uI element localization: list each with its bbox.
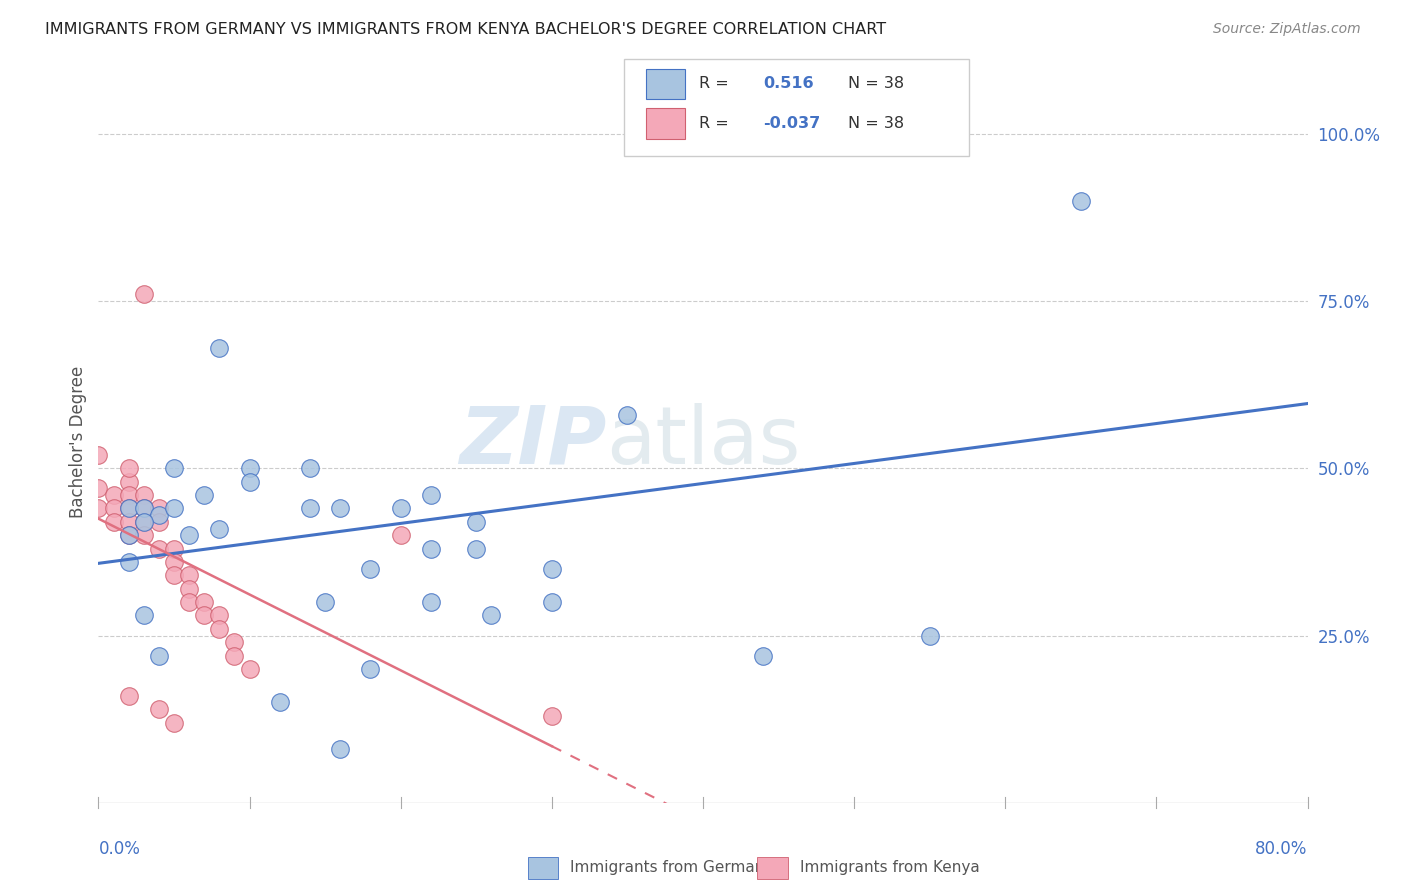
Point bbox=[208, 341, 231, 355]
Point bbox=[540, 595, 562, 609]
Point bbox=[118, 461, 141, 475]
Point bbox=[465, 541, 488, 556]
Point bbox=[224, 648, 246, 663]
Text: R =: R = bbox=[699, 116, 734, 131]
Point bbox=[148, 541, 170, 556]
Point bbox=[179, 582, 201, 596]
Point bbox=[118, 501, 141, 516]
Point bbox=[132, 501, 155, 516]
Point bbox=[616, 408, 638, 422]
Point bbox=[208, 608, 231, 623]
Point bbox=[465, 515, 488, 529]
Point bbox=[420, 595, 443, 609]
Text: 0.516: 0.516 bbox=[763, 77, 814, 91]
Point bbox=[389, 501, 412, 516]
Text: Immigrants from Kenya: Immigrants from Kenya bbox=[800, 860, 980, 875]
Point bbox=[179, 528, 201, 542]
Point bbox=[329, 501, 352, 516]
Point bbox=[118, 475, 141, 489]
Text: R =: R = bbox=[699, 77, 734, 91]
Point bbox=[224, 635, 246, 649]
Text: IMMIGRANTS FROM GERMANY VS IMMIGRANTS FROM KENYA BACHELOR'S DEGREE CORRELATION C: IMMIGRANTS FROM GERMANY VS IMMIGRANTS FR… bbox=[45, 22, 886, 37]
Point bbox=[132, 287, 155, 301]
Point bbox=[208, 521, 231, 535]
Point bbox=[314, 595, 336, 609]
Y-axis label: Bachelor's Degree: Bachelor's Degree bbox=[69, 366, 87, 517]
Point bbox=[420, 541, 443, 556]
FancyBboxPatch shape bbox=[758, 857, 787, 879]
Point bbox=[118, 528, 141, 542]
Point bbox=[132, 501, 155, 516]
Point bbox=[239, 662, 262, 676]
Point bbox=[389, 528, 412, 542]
Text: ZIP: ZIP bbox=[458, 402, 606, 481]
Text: N = 38: N = 38 bbox=[848, 116, 904, 131]
Point bbox=[163, 541, 186, 556]
Point bbox=[148, 515, 170, 529]
FancyBboxPatch shape bbox=[647, 69, 685, 99]
Point bbox=[299, 461, 322, 475]
Point bbox=[918, 628, 941, 642]
Point bbox=[239, 461, 262, 475]
Point bbox=[193, 595, 215, 609]
Point bbox=[752, 648, 775, 663]
Point bbox=[132, 608, 155, 623]
Text: -0.037: -0.037 bbox=[763, 116, 821, 131]
Point bbox=[118, 555, 141, 569]
Point bbox=[132, 488, 155, 502]
Point bbox=[179, 595, 201, 609]
Point bbox=[163, 715, 186, 730]
Point bbox=[118, 515, 141, 529]
Point bbox=[103, 501, 125, 516]
Point bbox=[87, 501, 110, 516]
Point bbox=[540, 708, 562, 723]
Text: 0.0%: 0.0% bbox=[98, 839, 141, 857]
Text: Immigrants from Germany: Immigrants from Germany bbox=[569, 860, 773, 875]
FancyBboxPatch shape bbox=[527, 857, 558, 879]
Point bbox=[360, 662, 382, 676]
Text: N = 38: N = 38 bbox=[848, 77, 904, 91]
Point bbox=[118, 528, 141, 542]
Point bbox=[148, 702, 170, 716]
Point bbox=[163, 461, 186, 475]
Point bbox=[132, 515, 155, 529]
Point bbox=[193, 488, 215, 502]
Point bbox=[118, 689, 141, 703]
Text: Source: ZipAtlas.com: Source: ZipAtlas.com bbox=[1213, 22, 1361, 37]
Point bbox=[481, 608, 503, 623]
Point bbox=[118, 488, 141, 502]
Point bbox=[420, 488, 443, 502]
FancyBboxPatch shape bbox=[624, 59, 969, 156]
Text: 80.0%: 80.0% bbox=[1256, 839, 1308, 857]
Point bbox=[163, 501, 186, 516]
Point bbox=[1070, 194, 1092, 208]
Point bbox=[179, 568, 201, 582]
Point bbox=[132, 528, 155, 542]
Point bbox=[239, 475, 262, 489]
Point bbox=[208, 622, 231, 636]
Point bbox=[148, 508, 170, 523]
Point bbox=[118, 501, 141, 516]
Point bbox=[163, 568, 186, 582]
Text: atlas: atlas bbox=[606, 402, 800, 481]
Point bbox=[360, 562, 382, 576]
Point bbox=[329, 742, 352, 756]
Point bbox=[148, 501, 170, 516]
Point bbox=[540, 562, 562, 576]
FancyBboxPatch shape bbox=[647, 109, 685, 139]
Point bbox=[132, 515, 155, 529]
Point bbox=[193, 608, 215, 623]
Point bbox=[148, 648, 170, 663]
Point bbox=[103, 515, 125, 529]
Point bbox=[692, 120, 714, 135]
Point bbox=[299, 501, 322, 516]
Point bbox=[87, 482, 110, 496]
Point bbox=[269, 696, 291, 710]
Point bbox=[87, 448, 110, 462]
Point bbox=[163, 555, 186, 569]
Point bbox=[103, 488, 125, 502]
